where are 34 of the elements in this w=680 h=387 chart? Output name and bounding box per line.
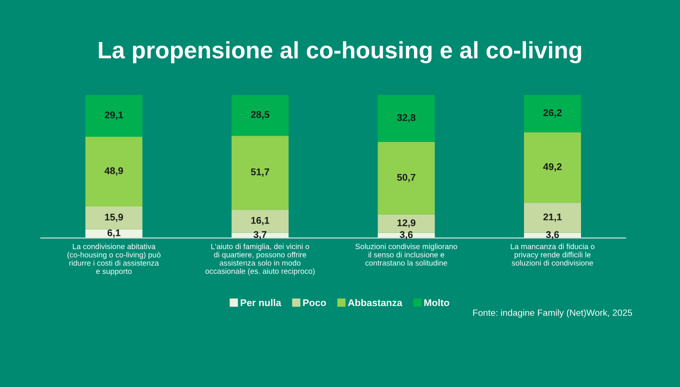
data-label: 26,2 bbox=[543, 109, 562, 118]
data-label: 32,8 bbox=[397, 114, 416, 122]
bar bbox=[232, 210, 289, 233]
data-label: 51,7 bbox=[250, 168, 270, 177]
data-label: 3,6 bbox=[400, 231, 413, 240]
bar bbox=[85, 136, 142, 207]
bar bbox=[378, 142, 435, 214]
data-label: 29,1 bbox=[104, 111, 124, 120]
data-label: 3,7 bbox=[254, 231, 266, 240]
data-label: 49,2 bbox=[543, 163, 562, 172]
bar bbox=[85, 94, 142, 137]
legend-label: Abbastanza bbox=[348, 299, 402, 306]
bar bbox=[232, 94, 289, 136]
data-label: 6,1 bbox=[108, 229, 120, 238]
bar bbox=[232, 136, 289, 210]
legend-label: Per nulla bbox=[240, 299, 282, 306]
data-label: 28,5 bbox=[250, 111, 270, 120]
chart-title: La propensione al co-housing e al co-living bbox=[98, 41, 582, 64]
data-label: 16,1 bbox=[251, 216, 270, 226]
data-label: 15,9 bbox=[105, 214, 123, 222]
source-note: Fonte: indagine Family (Net)Work, 2025 bbox=[473, 309, 632, 318]
legend-label: Molto bbox=[424, 299, 450, 306]
data-label: 3,6 bbox=[546, 231, 559, 240]
bar bbox=[524, 202, 582, 233]
bar bbox=[524, 132, 582, 203]
data-label: 21,1 bbox=[543, 213, 562, 222]
bar bbox=[378, 94, 435, 142]
data-label: 12,9 bbox=[397, 219, 416, 228]
data-label: 50,7 bbox=[397, 174, 416, 182]
legend-label: Poco bbox=[303, 299, 326, 306]
bar bbox=[524, 94, 582, 132]
bar bbox=[85, 206, 142, 230]
data-label: 48,9 bbox=[104, 167, 123, 176]
bar bbox=[378, 214, 435, 233]
